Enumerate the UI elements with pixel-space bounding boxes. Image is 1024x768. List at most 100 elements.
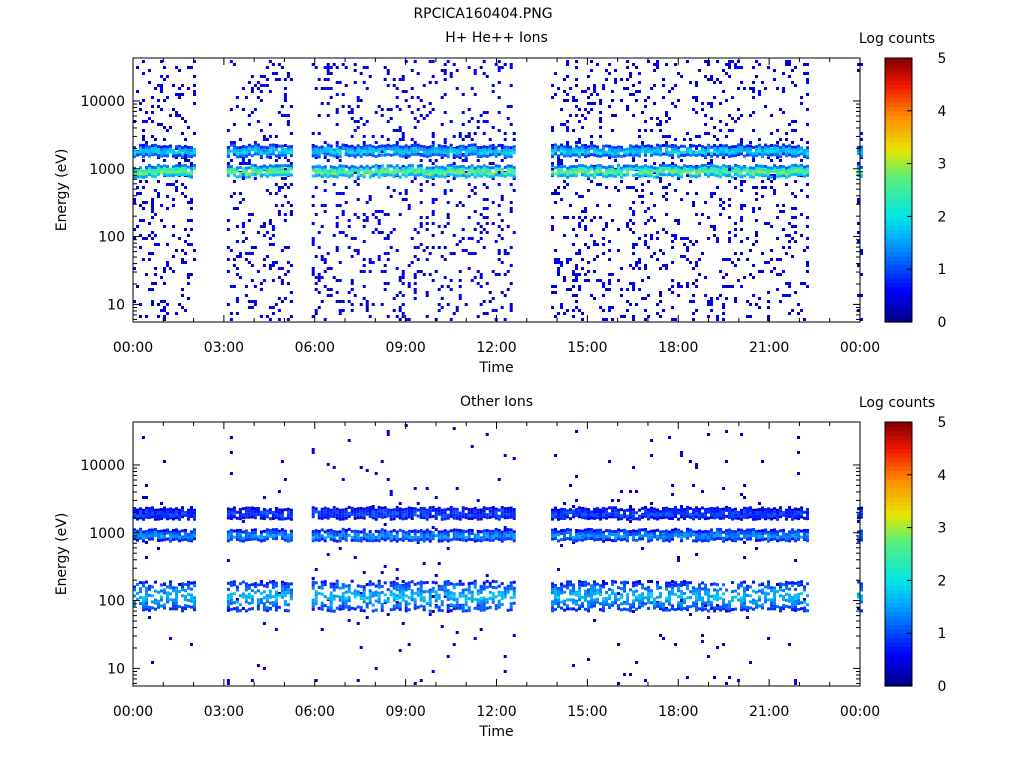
heatmap-cell [256, 583, 260, 587]
heatmap-cell [503, 148, 507, 152]
heatmap-cell [407, 538, 411, 542]
heatmap-cell [782, 143, 786, 147]
heatmap-cell [268, 601, 272, 605]
heatmap-cell [458, 174, 462, 178]
heatmap-cell [365, 153, 369, 157]
heatmap-cell [707, 143, 711, 147]
heatmap-cell [683, 243, 687, 246]
heatmap-cell [142, 135, 145, 138]
heatmap-cell [566, 169, 570, 173]
heatmap-cell [662, 84, 666, 87]
heatmap-cell [425, 534, 429, 538]
heatmap-cell [338, 514, 342, 518]
heatmap-cell [626, 153, 630, 157]
heatmap-cell [716, 174, 720, 178]
heatmap-cell [431, 183, 435, 186]
heatmap-cell [377, 530, 381, 534]
colorbar-segment [885, 163, 912, 169]
heatmap-cell [139, 516, 142, 520]
heatmap-cell [241, 156, 245, 159]
heatmap-cell [428, 151, 432, 155]
heatmap-cell [575, 300, 579, 303]
heatmap-cell [587, 175, 591, 179]
heatmap-cell [359, 167, 363, 171]
heatmap-cell [644, 147, 648, 151]
heatmap-cell [419, 580, 423, 584]
heatmap-cell [572, 216, 576, 219]
heatmap-cell [332, 506, 336, 510]
heatmap-cell [262, 135, 266, 138]
heatmap-cell [392, 153, 396, 157]
heatmap-cell [383, 153, 387, 157]
heatmap-cell [674, 163, 678, 167]
heatmap-cell [398, 649, 402, 652]
heatmap-cell [680, 169, 684, 173]
heatmap-cell [791, 309, 795, 312]
heatmap-cell [184, 309, 187, 312]
heatmap-cell [632, 246, 636, 249]
heatmap-cell [446, 170, 450, 174]
heatmap-cell [347, 219, 351, 222]
heatmap-cell [671, 318, 675, 321]
heatmap-cell [422, 539, 426, 543]
heatmap-cell [344, 516, 348, 520]
heatmap-cell [311, 240, 315, 243]
heatmap-cell [737, 143, 741, 147]
heatmap-cell [401, 592, 405, 596]
heatmap-cell [695, 84, 699, 87]
heatmap-cell [368, 150, 372, 154]
heatmap-cell [232, 180, 236, 183]
heatmap-cell [172, 255, 175, 258]
heatmap-cell [503, 273, 507, 276]
heatmap-cell [662, 152, 666, 156]
heatmap-cell [413, 597, 417, 601]
heatmap-cell [602, 294, 606, 297]
heatmap-cell [368, 147, 372, 151]
heatmap-cell [386, 533, 390, 537]
heatmap-cell [145, 150, 148, 154]
heatmap-cell [560, 198, 564, 201]
heatmap-cell [434, 165, 438, 169]
heatmap-cell [365, 539, 369, 543]
heatmap-cell [350, 529, 354, 533]
heatmap-cell [635, 90, 639, 93]
heatmap-cell [386, 600, 390, 604]
heatmap-cell [692, 165, 696, 169]
heatmap-cell [668, 173, 672, 177]
heatmap-cell [674, 63, 678, 66]
heatmap-cell [443, 189, 447, 192]
heatmap-cell [806, 141, 810, 144]
heatmap-cell [632, 165, 636, 169]
heatmap-cell [320, 537, 324, 541]
heatmap-cell [190, 166, 193, 170]
x-tick-label: 21:00 [749, 340, 789, 356]
colorbar-segment [885, 106, 912, 112]
heatmap-cell [653, 149, 657, 153]
heatmap-cell [377, 585, 381, 589]
heatmap-cell [425, 180, 429, 183]
heatmap-cell [680, 172, 684, 176]
heatmap-cell [611, 318, 615, 321]
heatmap-cell [326, 102, 330, 105]
heatmap-cell [253, 164, 257, 168]
heatmap-cell [794, 195, 798, 198]
heatmap-cell [133, 237, 136, 240]
heatmap-cell [317, 132, 321, 135]
heatmap-cell [587, 279, 591, 282]
heatmap-cell [344, 605, 348, 609]
heatmap-cell [698, 153, 702, 157]
heatmap-cell [446, 152, 450, 156]
heatmap-cell [725, 72, 729, 75]
heatmap-cell [761, 167, 765, 171]
heatmap-cell [584, 149, 588, 153]
heatmap-cell [335, 216, 339, 219]
heatmap-cell [410, 592, 414, 596]
colorbar-segment [885, 216, 912, 222]
heatmap-cell [856, 146, 860, 150]
heatmap-cell [563, 154, 567, 158]
heatmap-cell [581, 114, 585, 117]
heatmap-cell [226, 219, 230, 222]
heatmap-cell [283, 219, 287, 222]
heatmap-cell [593, 87, 597, 90]
heatmap-cell [259, 583, 263, 587]
